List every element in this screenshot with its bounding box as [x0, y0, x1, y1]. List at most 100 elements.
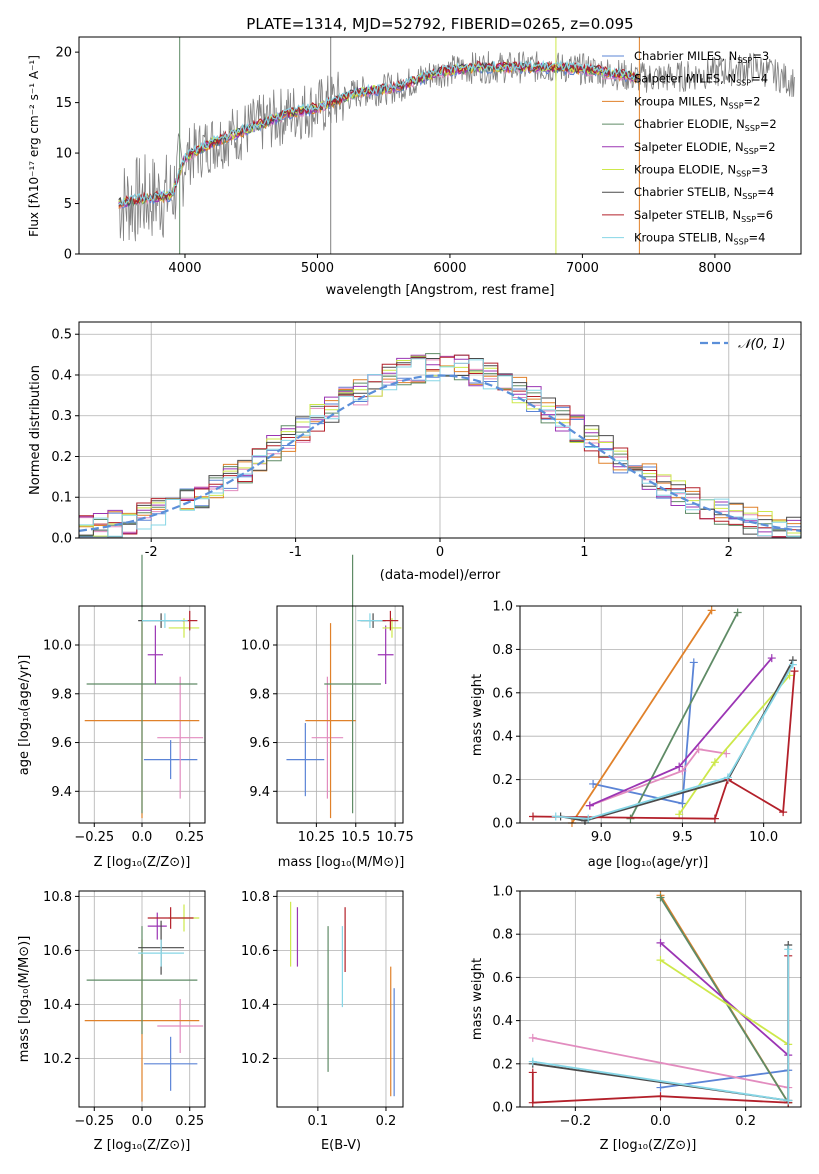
p-wAge-marker-8-1 — [584, 814, 593, 823]
p-wAge-marker-1-1 — [678, 766, 687, 775]
p-ageZ-ytick-label-2: 9.8 — [51, 687, 72, 702]
p-ageZ-ytick-label-1: 9.6 — [51, 736, 72, 751]
p-wAge-marker-8-3 — [788, 660, 797, 669]
p-residuals-frame — [78, 321, 802, 539]
p-wAge-marker-2-1 — [707, 606, 716, 615]
p-wAge-marker-8-0 — [551, 812, 560, 821]
p-wZ-marker-8-1 — [784, 1096, 793, 1105]
p-spectrum-ytick-label-2: 10 — [55, 147, 72, 162]
p-residuals-xtick-label-2: 0 — [436, 545, 444, 560]
p-ageZ-ytick-label-0: 9.4 — [51, 785, 72, 800]
p-residuals-ytick-label-1: 0.1 — [51, 491, 72, 506]
legend-label-5: Kroupa ELODIE, NSSP=3 — [634, 163, 768, 179]
p-wAge-marker-1-3 — [722, 749, 731, 758]
p-ageM-xtick-label-2: 10.75 — [377, 830, 414, 845]
mE-x-label: E(B-V) — [321, 1138, 361, 1153]
p-mZ-ytick-label-3: 10.8 — [43, 890, 72, 905]
residuals-x-label: (data-model)/error — [380, 568, 501, 583]
p-ageM-ytick-label-0: 9.4 — [249, 785, 270, 800]
p-wZ-marker-8-2 — [784, 945, 793, 954]
p-wAge-xtick-label-0: 9.0 — [591, 830, 612, 845]
p-wZ-series-5 — [660, 959, 789, 1046]
p-residuals-xtick-label-3: 1 — [580, 545, 588, 560]
ageZ-y-label: age [log₁₀(age/yr)] — [17, 655, 32, 776]
p-wAge-series-8 — [555, 664, 794, 820]
p-wAge-series-2 — [571, 609, 713, 824]
residual-histogram-8 — [79, 358, 801, 538]
legend-label-3: Chabrier ELODIE, NSSP=2 — [634, 117, 777, 133]
p-spectrum-ytick-label-0: 0 — [64, 248, 72, 263]
age-vs-mass-panel: 10.25 10.5 10.75 9.4 9.6 9.8 10.0 mass [log₁₀(… — [241, 554, 414, 870]
p-wZ-ytick-label-3: 0.6 — [492, 971, 513, 986]
residuals-legend: 𝒩(0, 1) — [700, 337, 785, 352]
p-wZ-xtick-label-0: −0.2 — [560, 1114, 592, 1129]
p-wZ-series-1 — [532, 1037, 789, 1089]
p-wAge-marker-7-3 — [779, 808, 788, 817]
p-wAge-xtick-label-2: 10.0 — [749, 830, 778, 845]
p-wZ-ytick-label-0: 0.0 — [492, 1101, 513, 1116]
p-residuals-ytick-label-0: 0.0 — [51, 532, 72, 547]
p-residuals-ytick-label-5: 0.5 — [51, 328, 72, 343]
wAge-y-label: mass weight — [470, 674, 485, 756]
p-spectrum-ytick-label-3: 15 — [55, 96, 72, 111]
wZ-y-label: mass weight — [470, 958, 485, 1040]
p-wZ-marker-7-2 — [656, 1092, 665, 1101]
p-mZ-xtick-label-1: 0.0 — [132, 1114, 153, 1129]
p-residuals-ytick-label-3: 0.3 — [51, 409, 72, 424]
p-mE-xtick-label-1: 0.2 — [376, 1114, 397, 1129]
p-wAge-marker-3-0 — [626, 814, 635, 823]
p-spectrum-ytick-label-4: 20 — [55, 46, 72, 61]
p-mZ-xtick-label-0: −0.25 — [74, 1114, 114, 1129]
legend-label-0: Chabrier MILES, NSSP=3 — [634, 49, 769, 65]
p-residuals-ytick-label-4: 0.4 — [51, 368, 72, 383]
p-wZ-series-4 — [659, 942, 789, 1056]
p-ageM-ytick-label-2: 9.8 — [249, 687, 270, 702]
ageZ-x-label: Z [log₁₀(Z/Z⊙)] — [94, 855, 191, 870]
weight-vs-Z-panel: −0.2 0.0 0.2 0.0 0.2 0.4 0.6 0.8 1.0 Z [log₁₀(Z/… — [470, 885, 802, 1153]
p-residuals-xtick-label-0: -2 — [145, 545, 158, 560]
age-vs-Z-panel: −0.25 0.0 0.25 9.4 9.6 9.8 10.0 Z [log₁₀(Z/Z⊙)… — [17, 554, 206, 870]
p-spectrum-xtick-label-1: 5000 — [301, 261, 334, 276]
p-wAge-marker-7-0 — [528, 812, 537, 821]
p-wAge-series-1 — [589, 748, 727, 807]
p-mZ-xtick-label-2: 0.25 — [175, 1114, 204, 1129]
p-mZ-frame — [78, 890, 206, 1108]
p-wAge-marker-4-2 — [767, 654, 776, 663]
p-wZ-ytick-label-2: 0.4 — [492, 1014, 513, 1029]
p-wZ-marker-1-0 — [528, 1033, 537, 1042]
p-wZ-marker-4-0 — [656, 938, 665, 947]
p-ageZ-xtick-label-0: −0.25 — [74, 830, 114, 845]
p-wAge-marker-7-4 — [790, 667, 799, 676]
p-wZ-ytick-label-4: 0.8 — [492, 928, 513, 943]
ageM-x-label: mass [log₁₀(M/M⊙)] — [278, 855, 405, 870]
p-mZ-ytick-label-2: 10.6 — [43, 944, 72, 959]
legend-label-4: Salpeter ELODIE, NSSP=2 — [634, 140, 776, 156]
spectrum-legend: Chabrier MILES, NSSP=3 Salpeter MILES, NS… — [602, 49, 777, 247]
p-wZ-marker-7-1 — [528, 1098, 537, 1107]
p-wAge-marker-0-2 — [689, 658, 698, 667]
p-wAge-marker-3-1 — [733, 608, 742, 617]
p-ageZ-frame — [78, 605, 206, 824]
p-wZ-marker-8-0 — [528, 1057, 537, 1066]
p-spectrum-xtick-label-2: 6000 — [433, 261, 466, 276]
p-spectrum-xtick-label-3: 7000 — [566, 261, 599, 276]
mass-vs-ebv-panel: 0.1 0.2 10.2 10.4 10.6 10.8 E(B-V) — [241, 890, 404, 1153]
p-wZ-xtick-label-2: 0.2 — [735, 1114, 756, 1129]
wAge-x-label: age [log₁₀(age/yr)] — [588, 855, 709, 870]
mass-vs-Z-panel: −0.25 0.0 0.25 10.2 10.4 10.6 10.8 Z [log₁₀(Z/… — [17, 890, 206, 1153]
p-wAge-marker-4-1 — [675, 762, 684, 771]
mZ-x-label: Z [log₁₀(Z/Z⊙)] — [94, 1138, 191, 1153]
p-wZ-frame — [519, 890, 802, 1108]
p-wAge-marker-5-1 — [710, 758, 719, 767]
p-wAge-ytick-label-4: 0.8 — [492, 643, 513, 658]
p-wZ-marker-5-0 — [656, 956, 665, 965]
p-wZ-ytick-label-5: 1.0 — [492, 885, 513, 900]
p-mE-frame — [276, 890, 404, 1108]
p-wAge-marker-7-1 — [710, 814, 719, 823]
p-ageM-frame — [276, 605, 404, 824]
spectrum-title: PLATE=1314, MJD=52792, FIBERID=0265, z=0… — [246, 15, 633, 33]
p-mE-ytick-label-1: 10.4 — [241, 998, 270, 1013]
spectrum-x-label: wavelength [Angstrom, rest frame] — [326, 283, 555, 298]
p-wAge-ytick-label-0: 0.0 — [492, 817, 513, 832]
legend-label-1: Salpeter MILES, NSSP=4 — [634, 72, 768, 88]
